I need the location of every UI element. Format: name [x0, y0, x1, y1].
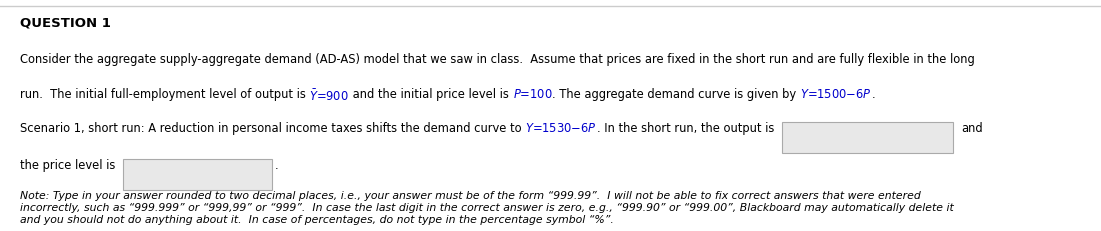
- Text: Note: Type in your answer rounded to two decimal places, i.e., your answer must : Note: Type in your answer rounded to two…: [20, 191, 953, 224]
- Text: Consider the aggregate supply-aggregate demand (AD-AS) model that we saw in clas: Consider the aggregate supply-aggregate …: [20, 53, 974, 66]
- FancyBboxPatch shape: [123, 159, 272, 191]
- Text: $P$=100: $P$=100: [513, 88, 553, 101]
- Text: and the initial price level is: and the initial price level is: [349, 88, 513, 101]
- Text: QUESTION 1: QUESTION 1: [20, 16, 111, 29]
- Text: . In the short run, the output is: . In the short run, the output is: [597, 121, 774, 134]
- Text: .: .: [275, 158, 279, 171]
- Text: .: .: [872, 88, 875, 101]
- Text: Scenario 1, short run: A reduction in personal income taxes shifts the demand cu: Scenario 1, short run: A reduction in pe…: [20, 121, 525, 134]
- Text: $Y$=1500$-$6$P$: $Y$=1500$-$6$P$: [800, 88, 872, 101]
- Text: and: and: [961, 121, 983, 134]
- FancyBboxPatch shape: [782, 122, 952, 154]
- Text: $Y$=1530$-$6$P$: $Y$=1530$-$6$P$: [525, 121, 597, 134]
- Text: . The aggregate demand curve is given by: . The aggregate demand curve is given by: [553, 88, 800, 101]
- Text: the price level is: the price level is: [20, 158, 116, 171]
- Text: $\bar{Y}$=900: $\bar{Y}$=900: [309, 88, 349, 103]
- Text: run.  The initial full-employment level of output is: run. The initial full-employment level o…: [20, 88, 309, 101]
